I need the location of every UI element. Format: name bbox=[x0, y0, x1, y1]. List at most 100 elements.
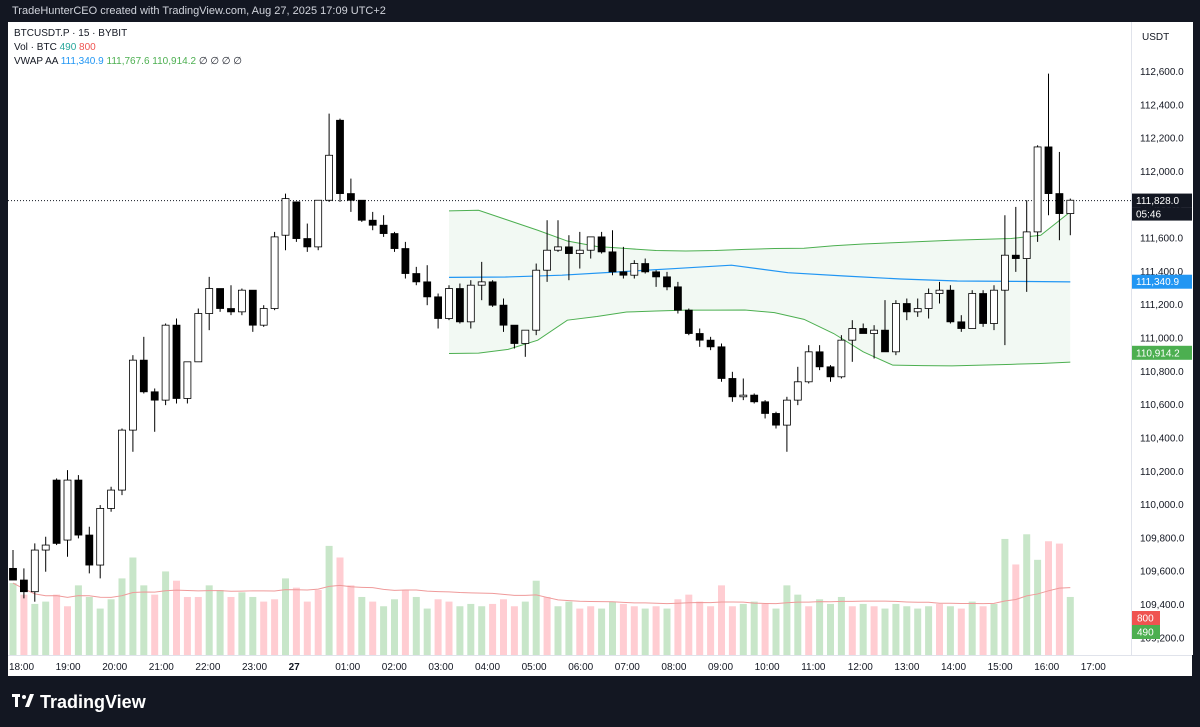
volume-bar bbox=[881, 608, 889, 655]
candle-body bbox=[216, 288, 225, 309]
candle-body bbox=[161, 324, 170, 401]
legend-volume[interactable]: Vol · BTC 490 800 bbox=[14, 42, 96, 53]
price-tick-label: 112,400.0 bbox=[1140, 100, 1184, 111]
volume-bar bbox=[718, 585, 725, 655]
candle-body bbox=[9, 567, 17, 581]
time-tick-label: 01:00 bbox=[335, 662, 360, 673]
legend-symbol[interactable]: BTCUSDT.P · 15 · BYBIT bbox=[14, 28, 127, 39]
candle-body bbox=[434, 296, 443, 319]
volume-bar bbox=[739, 603, 747, 655]
volume-value-2: 800 bbox=[79, 42, 96, 53]
volume-bar bbox=[205, 585, 213, 655]
volume-bar bbox=[358, 596, 366, 655]
volume-bar bbox=[936, 603, 943, 655]
candle-body bbox=[717, 346, 726, 379]
price-axis[interactable]: USDT 109,200.0 109,400.0 109,600.0 109,800.0… bbox=[1131, 22, 1193, 655]
volume-bar bbox=[794, 594, 802, 655]
candle-body bbox=[150, 391, 159, 401]
time-tick-label: 10:00 bbox=[755, 662, 780, 673]
tradingview-logo[interactable]: TradingView bbox=[12, 692, 146, 713]
volume-bar bbox=[303, 601, 311, 655]
candle-body bbox=[1033, 146, 1042, 233]
price-chart[interactable] bbox=[8, 22, 1131, 655]
time-axis[interactable]: 18:00 19:00 20:00 21:00 22:00 23:00 27 01:00 02:… bbox=[8, 655, 1192, 677]
candle-body bbox=[325, 154, 334, 201]
lower-band-price-label-text: 110,914.2 bbox=[1136, 348, 1180, 359]
candle-body bbox=[455, 288, 464, 323]
time-tick-label: 04:00 bbox=[475, 662, 500, 673]
volume-bar bbox=[957, 608, 965, 655]
price-tick-label: 112,000.0 bbox=[1140, 167, 1184, 178]
volume-bar bbox=[412, 596, 420, 655]
volume-bar bbox=[630, 606, 638, 655]
volume-bar bbox=[249, 596, 257, 655]
volume-bar bbox=[696, 601, 704, 655]
volume-bar bbox=[914, 608, 922, 655]
volume-bar bbox=[401, 590, 409, 655]
candle-body bbox=[499, 304, 508, 326]
volume-bar bbox=[892, 603, 900, 655]
candle-body bbox=[1044, 146, 1053, 194]
candle-body bbox=[554, 246, 562, 251]
volume-bar bbox=[837, 596, 845, 655]
chart-pane[interactable]: BTCUSDT.P · 15 · BYBIT Vol · BTC 490 800… bbox=[8, 22, 1131, 655]
volume-axis-label-2: 490 bbox=[1137, 628, 1154, 639]
volume-bar bbox=[162, 571, 170, 655]
vwap-band-fill bbox=[449, 210, 1071, 366]
price-tick-label: 110,800.0 bbox=[1140, 367, 1184, 378]
time-tick-label: 17:00 bbox=[1081, 662, 1106, 673]
candle-body bbox=[619, 271, 628, 276]
candle-body bbox=[804, 351, 813, 383]
candle-body bbox=[96, 508, 105, 566]
volume-bar bbox=[1055, 543, 1063, 655]
volume-label-red-bg bbox=[1132, 611, 1160, 625]
price-tick-label: 109,600.0 bbox=[1140, 567, 1185, 578]
legend-vwap[interactable]: VWAP AA 111,340.9 111,767.6 110,914.2 ∅ … bbox=[14, 56, 242, 67]
candle-body bbox=[336, 119, 344, 194]
attribution-text: TradeHunterCEO created with TradingView.… bbox=[12, 5, 386, 17]
volume-bar bbox=[380, 606, 388, 655]
candle-body bbox=[870, 329, 878, 334]
price-tick-label: 109,800.0 bbox=[1140, 533, 1185, 544]
volume-bar bbox=[118, 578, 126, 655]
volume-bar bbox=[707, 606, 715, 655]
candle-body bbox=[85, 534, 94, 566]
candle-body bbox=[565, 246, 573, 254]
time-tick-label: 19:00 bbox=[56, 662, 81, 673]
time-axis-scale[interactable]: 18:00 19:00 20:00 21:00 22:00 23:00 27 01:00 02:… bbox=[8, 656, 1192, 677]
vwap-placeholders: ∅ ∅ ∅ ∅ bbox=[198, 56, 243, 67]
candle-body bbox=[924, 293, 933, 309]
candle-body bbox=[641, 263, 650, 273]
candle-body bbox=[237, 289, 246, 313]
price-axis-scale[interactable]: USDT 109,200.0 109,400.0 109,600.0 109,800.0… bbox=[1132, 22, 1193, 655]
candle-body bbox=[1011, 254, 1020, 259]
volume-bar bbox=[565, 601, 573, 655]
candle-body bbox=[772, 413, 780, 426]
volume-bar bbox=[859, 603, 867, 655]
volume-bar bbox=[946, 606, 954, 655]
volume-bar bbox=[260, 601, 268, 655]
candle-body bbox=[990, 289, 998, 324]
candle-body bbox=[390, 233, 399, 249]
volume-bar bbox=[728, 606, 736, 655]
time-tick-label: 23:00 bbox=[242, 662, 267, 673]
volume-bar bbox=[336, 557, 344, 655]
candle-body bbox=[118, 429, 126, 491]
volume-bar bbox=[1001, 538, 1009, 655]
time-tick-label: 09:00 bbox=[708, 662, 733, 673]
candle-body bbox=[608, 251, 617, 273]
candle-body bbox=[968, 293, 977, 329]
volume-bar bbox=[925, 606, 933, 655]
volume-bar bbox=[489, 603, 497, 655]
candle-body bbox=[837, 339, 846, 378]
volume-bar bbox=[685, 594, 693, 655]
tradingview-brand: TradingView bbox=[40, 692, 146, 712]
candle-body bbox=[750, 394, 759, 403]
vwap-price-label-bg bbox=[1132, 274, 1192, 289]
volume-bar bbox=[325, 545, 333, 655]
volume-bar bbox=[848, 606, 856, 655]
candle-body bbox=[881, 329, 889, 353]
candle-body bbox=[597, 236, 606, 253]
volume-bar bbox=[314, 590, 322, 655]
volume-bar bbox=[53, 594, 61, 655]
